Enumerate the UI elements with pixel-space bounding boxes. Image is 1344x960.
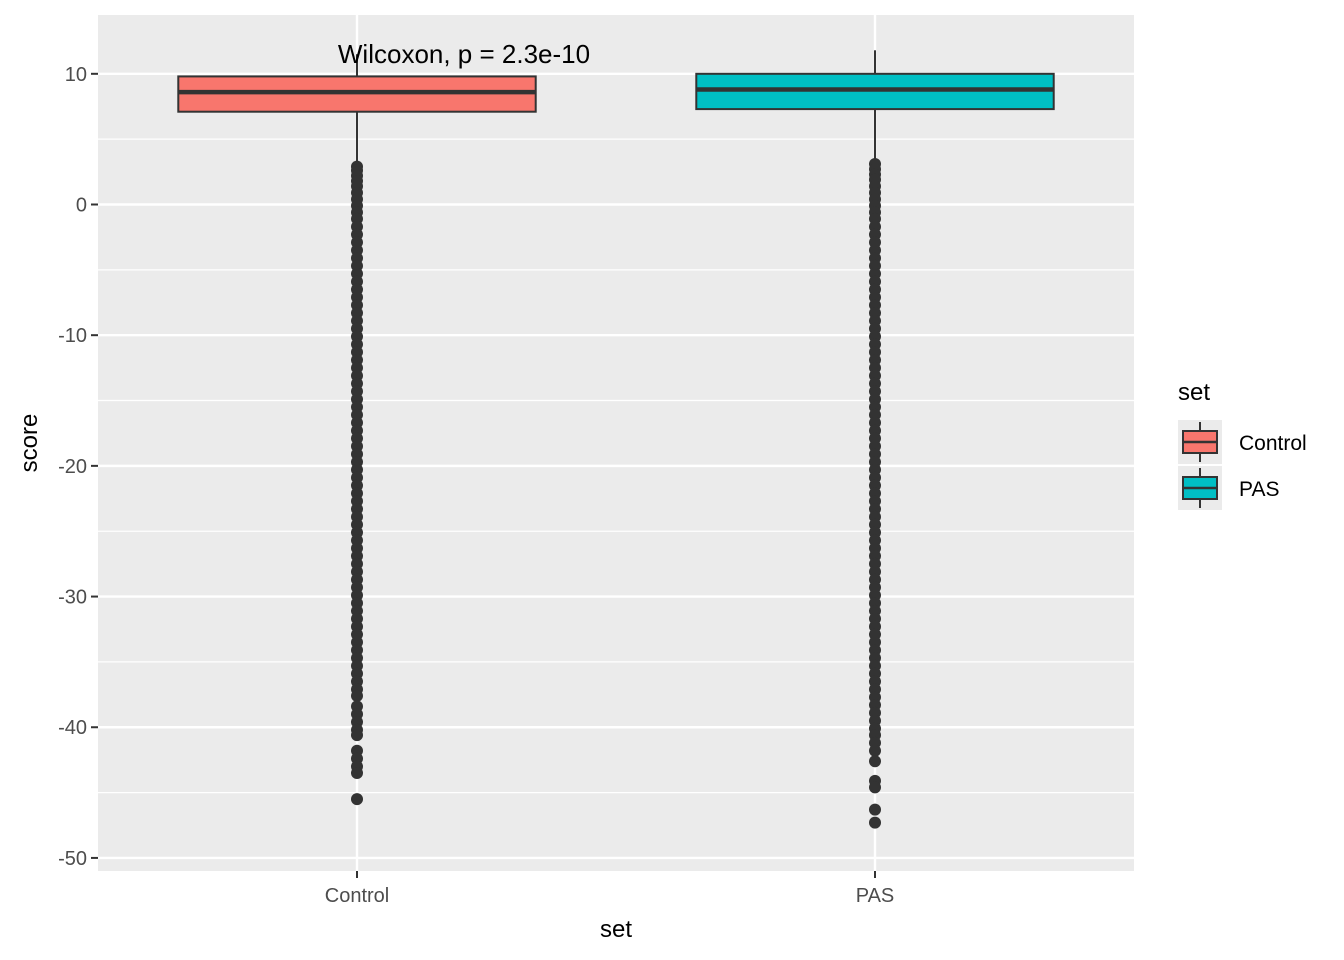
boxes (177, 50, 1055, 829)
legend-label-pas: PAS (1239, 478, 1279, 501)
legend-title: set (1178, 379, 1210, 406)
x-tick-label: Control (325, 885, 389, 907)
y-tick-label: -40 (58, 717, 87, 739)
outlier-point (869, 755, 881, 768)
y-tick-label: -50 (58, 848, 87, 870)
plot-panel (98, 15, 1134, 871)
y-tick-label: -20 (58, 456, 87, 478)
y-tick-label: 0 (76, 194, 87, 216)
x-axis-title: set (600, 916, 632, 943)
outlier-point (869, 744, 881, 757)
outlier-point (351, 793, 363, 806)
box-pas (695, 50, 1055, 829)
annotation-text: Wilcoxon, p = 2.3e-10 (338, 39, 590, 69)
y-axis-title: score (16, 414, 43, 473)
legend-key-control (1178, 420, 1222, 464)
y-tick-label: -10 (58, 325, 87, 347)
box-control (177, 54, 537, 806)
outlier-point (869, 781, 881, 794)
outlier-point (351, 729, 363, 742)
outlier-point (869, 816, 881, 829)
y-tick-label: -30 (58, 587, 87, 609)
outlier-point (869, 803, 881, 816)
outlier-point (351, 689, 363, 702)
outlier-point (351, 766, 363, 779)
legend-key-pas (1178, 466, 1222, 510)
axes: 10 0 -10 -20 -30 -40 -50 Control PAS (58, 64, 894, 907)
legend: set Control PAS (1178, 379, 1307, 510)
legend-keys (1178, 420, 1222, 510)
legend-label-control: Control (1239, 432, 1307, 455)
y-tick-label: 10 (65, 64, 87, 86)
x-tick-label: PAS (856, 885, 895, 907)
